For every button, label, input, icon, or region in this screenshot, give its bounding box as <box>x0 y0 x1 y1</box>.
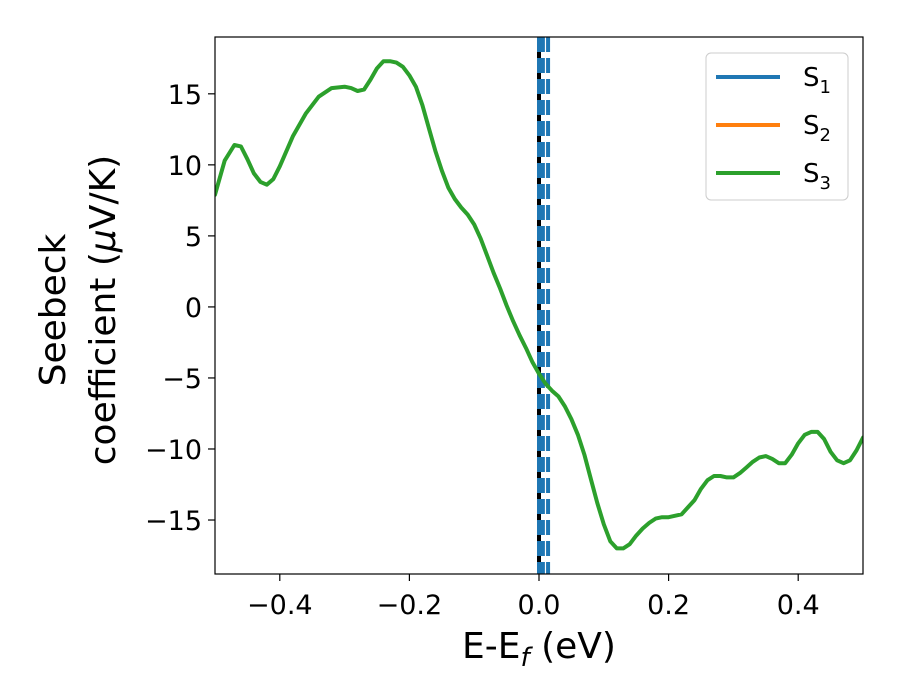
y-axis-title: Seebeck coefficient (μV/K) <box>33 155 124 465</box>
legend-label-base: S <box>803 63 820 93</box>
series-layer <box>215 59 863 551</box>
y-axis-title-line2-a: coefficient ( <box>83 252 124 465</box>
plot-area <box>215 37 863 574</box>
x-tick-label: 0.0 <box>518 590 561 621</box>
y-tick-label: 5 <box>185 222 202 253</box>
x-axis: −0.4 −0.2 0.0 0.2 0.4 <box>247 574 820 621</box>
x-axis-title-main: E-E <box>462 626 520 667</box>
y-axis: −15 −10 −5 0 5 10 15 <box>145 80 215 537</box>
y-axis-title-line2: coefficient (μV/K) <box>83 155 124 465</box>
y-tick-label: −5 <box>162 364 202 395</box>
x-axis-title: E-Ef (eV) <box>462 626 616 673</box>
y-axis-title-line2-b: V/K) <box>83 155 124 229</box>
legend-label-sub: 3 <box>820 173 831 194</box>
y-tick-label: 0 <box>185 293 202 324</box>
legend-label-sub: 1 <box>820 77 831 98</box>
x-axis-title-tail: (eV) <box>530 626 616 667</box>
y-tick-label: −10 <box>145 435 202 466</box>
y-tick-label: 10 <box>168 151 202 182</box>
x-tick-label: 0.4 <box>777 590 820 621</box>
legend-label-2: S2 <box>803 111 831 146</box>
x-tick-label: 0.2 <box>647 590 690 621</box>
legend-label-1: S1 <box>803 63 831 98</box>
legend-label-sub: 2 <box>820 125 831 146</box>
series-line-0 <box>215 59 863 551</box>
legend-label-base: S <box>803 111 820 141</box>
y-axis-title-line2-mu: μ <box>83 229 124 253</box>
reference-lines <box>537 37 551 574</box>
y-tick-label: 15 <box>168 80 202 111</box>
legend-label-3: S3 <box>803 159 831 194</box>
legend-label-base: S <box>803 159 820 189</box>
y-tick-label: −15 <box>145 506 202 537</box>
x-tick-label: −0.2 <box>377 590 443 621</box>
x-tick-label: −0.4 <box>247 590 313 621</box>
y-axis-title-line1: Seebeck <box>33 233 74 386</box>
